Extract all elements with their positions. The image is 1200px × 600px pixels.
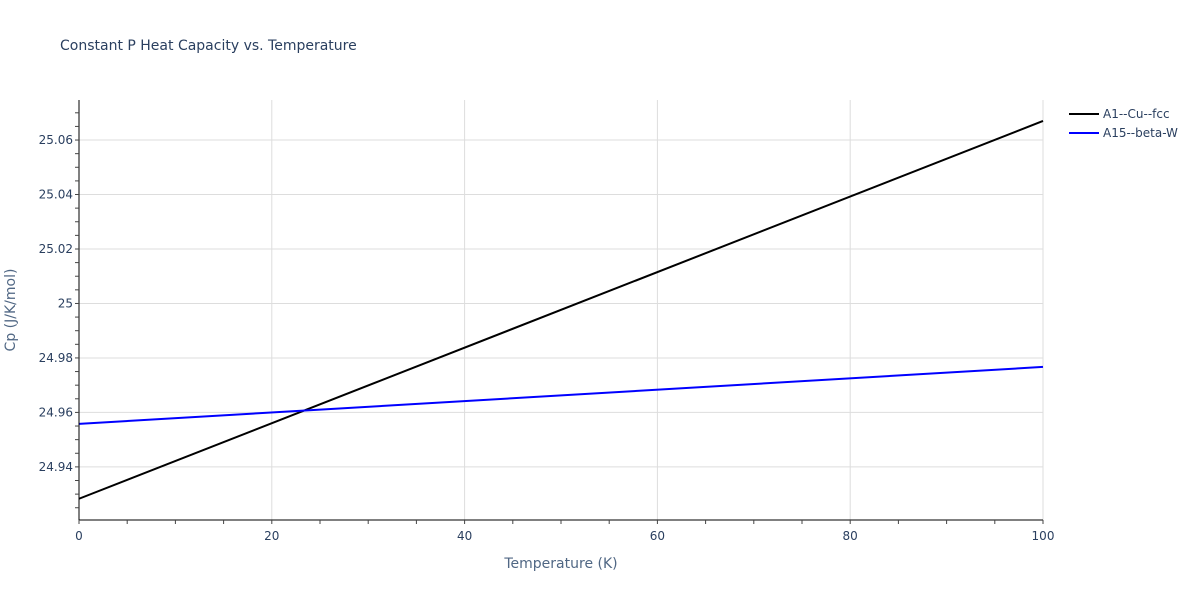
y-axis-ticks: 24.94 24.96 24.98 25 25.02 25.04 25.06 <box>39 133 73 474</box>
x-axis-title: Temperature (K) <box>503 556 617 572</box>
y-tick-label: 25 <box>58 296 73 310</box>
x-tick-label: 0 <box>75 529 83 543</box>
series-line <box>78 120 1044 500</box>
y-tick-label: 24.96 <box>39 405 73 419</box>
y-tick-label: 25.04 <box>39 188 73 202</box>
legend-item[interactable]: A15--beta-W <box>1069 126 1178 140</box>
series-line <box>78 365 1044 425</box>
x-tick-label: 20 <box>264 529 279 543</box>
y-tick-label: 24.94 <box>39 460 73 474</box>
x-tick-label: 100 <box>1032 529 1055 543</box>
axes <box>75 100 1044 524</box>
grid-lines <box>79 100 1044 520</box>
x-axis-ticks: 0 20 40 60 80 100 <box>75 529 1054 543</box>
y-tick-label: 25.02 <box>39 242 73 256</box>
legend-label: A1--Cu--fcc <box>1103 107 1170 121</box>
y-tick-label: 25.06 <box>39 133 73 147</box>
y-axis-title: Cp (J/K/mol) <box>3 269 19 352</box>
plot-series <box>78 120 1044 500</box>
y-tick-label: 24.98 <box>39 351 73 365</box>
chart-title: Constant P Heat Capacity vs. Temperature <box>60 38 357 54</box>
x-tick-label: 80 <box>843 529 858 543</box>
legend-item[interactable]: A1--Cu--fcc <box>1069 107 1170 121</box>
legend: A1--Cu--fcc A15--beta-W <box>1069 107 1178 140</box>
x-tick-label: 60 <box>650 529 665 543</box>
x-tick-label: 40 <box>457 529 472 543</box>
legend-label: A15--beta-W <box>1103 126 1178 140</box>
